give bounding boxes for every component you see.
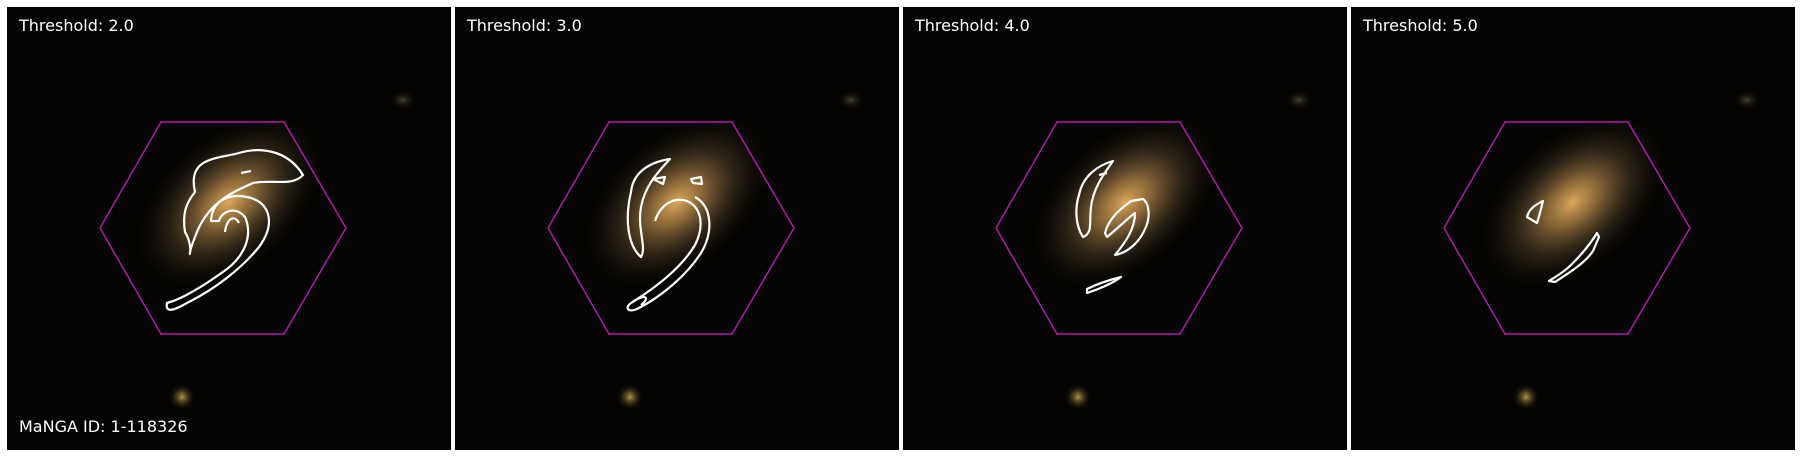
threshold-label: Threshold: 2.0 — [19, 16, 134, 35]
threshold-label: Threshold: 3.0 — [467, 16, 582, 35]
ifu-hexagon — [99, 121, 347, 335]
galaxy-panel-threshold-5: Threshold: 5.0 — [1351, 7, 1795, 450]
faint-source — [837, 90, 865, 110]
galaxy-glow — [130, 110, 328, 294]
contour-lines — [1525, 199, 1601, 284]
faint-source — [1285, 90, 1313, 110]
manga-id-label: MaNGA ID: 1-118326 — [19, 417, 188, 436]
galaxy-image — [7, 7, 451, 450]
ifu-hexagon — [995, 121, 1243, 335]
galaxy-image — [903, 7, 1347, 450]
galaxy-panel-threshold-4: Threshold: 4.0 — [903, 7, 1347, 450]
galaxy-image — [455, 7, 899, 450]
ifu-hexagon — [547, 121, 795, 335]
contour-lines — [165, 149, 305, 311]
foreground-star — [1064, 383, 1092, 411]
faint-source — [389, 90, 417, 110]
galaxy-glow — [1026, 110, 1224, 294]
foreground-star — [616, 383, 644, 411]
threshold-label: Threshold: 4.0 — [915, 16, 1030, 35]
contour-lines — [1075, 159, 1150, 295]
galaxy-panel-threshold-2: Threshold: 2.0 MaNGA ID: 1-118326 — [7, 7, 451, 450]
ifu-hexagon — [1443, 121, 1691, 335]
foreground-star — [1512, 383, 1540, 411]
threshold-label: Threshold: 5.0 — [1363, 16, 1478, 35]
galaxy-panel-threshold-3: Threshold: 3.0 — [455, 7, 899, 450]
faint-source — [1733, 90, 1761, 110]
galaxy-glow — [578, 110, 776, 294]
galaxy-image — [1351, 7, 1795, 450]
contour-lines — [626, 157, 711, 312]
galaxy-glow — [1474, 110, 1672, 294]
foreground-star — [168, 383, 196, 411]
